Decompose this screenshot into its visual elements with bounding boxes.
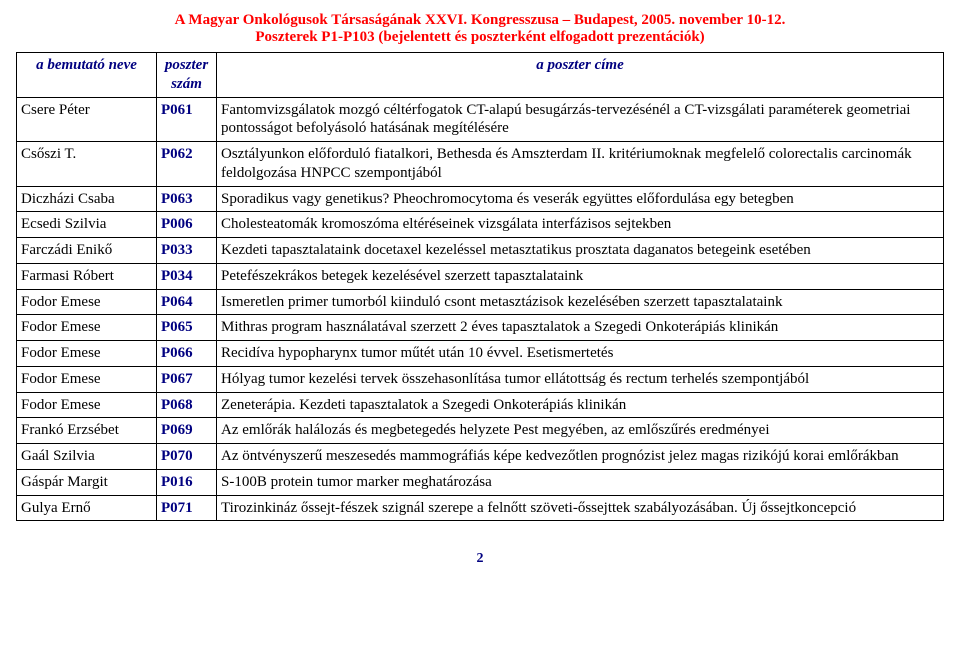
cell-title: Sporadikus vagy genetikus? Pheochromocyt… — [217, 186, 944, 212]
cell-title: Petefészekrákos betegek kezelésével szer… — [217, 263, 944, 289]
table-row: Frankó ErzsébetP069Az emlőrák halálozás … — [17, 418, 944, 444]
cell-presenter: Fodor Emese — [17, 366, 157, 392]
cell-pnum: P067 — [157, 366, 217, 392]
cell-pnum: P066 — [157, 341, 217, 367]
table-row: Fodor EmeseP067Hólyag tumor kezelési ter… — [17, 366, 944, 392]
cell-presenter: Farmasi Róbert — [17, 263, 157, 289]
cell-title: Az emlőrák halálozás és megbetegedés hel… — [217, 418, 944, 444]
cell-title: S-100B protein tumor marker meghatározás… — [217, 469, 944, 495]
table-row: Fodor EmeseP064Ismeretlen primer tumorbó… — [17, 289, 944, 315]
col-pnum: poszter szám — [157, 53, 217, 98]
cell-title: Cholesteatomák kromoszóma eltéréseinek v… — [217, 212, 944, 238]
page-number: 2 — [16, 551, 944, 567]
cell-pnum: P071 — [157, 495, 217, 521]
table-row: Farczádi EnikőP033Kezdeti tapasztalatain… — [17, 238, 944, 264]
table-row: Csőszi T.P062Osztályunkon előforduló fia… — [17, 142, 944, 187]
col-title: a poszter címe — [217, 53, 944, 98]
cell-presenter: Frankó Erzsébet — [17, 418, 157, 444]
header-line-1: A Magyar Onkológusok Társaságának XXVI. … — [16, 12, 944, 29]
cell-pnum: P062 — [157, 142, 217, 187]
table-row: Farmasi RóbertP034Petefészekrákos betege… — [17, 263, 944, 289]
cell-presenter: Ecsedi Szilvia — [17, 212, 157, 238]
col-presenter: a bemutató neve — [17, 53, 157, 98]
cell-title: Ismeretlen primer tumorból kiinduló cson… — [217, 289, 944, 315]
cell-pnum: P016 — [157, 469, 217, 495]
cell-presenter: Fodor Emese — [17, 392, 157, 418]
cell-presenter: Gulya Ernő — [17, 495, 157, 521]
cell-pnum: P061 — [157, 97, 217, 142]
cell-pnum: P033 — [157, 238, 217, 264]
cell-presenter: Csőszi T. — [17, 142, 157, 187]
table-row: Gulya ErnőP071Tirozinkináz őssejt-fészek… — [17, 495, 944, 521]
cell-pnum: P034 — [157, 263, 217, 289]
cell-presenter: Farczádi Enikő — [17, 238, 157, 264]
cell-title: Zeneterápia. Kezdeti tapasztalatok a Sze… — [217, 392, 944, 418]
cell-pnum: P069 — [157, 418, 217, 444]
cell-title: Kezdeti tapasztalataink docetaxel kezelé… — [217, 238, 944, 264]
cell-pnum: P070 — [157, 444, 217, 470]
cell-title: Mithras program használatával szerzett 2… — [217, 315, 944, 341]
header-line-2: Poszterek P1-P103 (bejelentett és poszte… — [16, 29, 944, 46]
cell-presenter: Fodor Emese — [17, 315, 157, 341]
table-row: Fodor EmeseP068Zeneterápia. Kezdeti tapa… — [17, 392, 944, 418]
page-header: A Magyar Onkológusok Társaságának XXVI. … — [16, 12, 944, 46]
cell-pnum: P064 — [157, 289, 217, 315]
table-row: Ecsedi SzilviaP006Cholesteatomák kromosz… — [17, 212, 944, 238]
table-row: Diczházi CsabaP063Sporadikus vagy geneti… — [17, 186, 944, 212]
table-header-row: a bemutató neve poszter szám a poszter c… — [17, 53, 944, 98]
cell-presenter: Gaál Szilvia — [17, 444, 157, 470]
table-row: Csere PéterP061Fantomvizsgálatok mozgó c… — [17, 97, 944, 142]
table-row: Gaál SzilviaP070Az öntvényszerű meszesed… — [17, 444, 944, 470]
table-row: Gáspár MargitP016S-100B protein tumor ma… — [17, 469, 944, 495]
cell-pnum: P006 — [157, 212, 217, 238]
cell-presenter: Gáspár Margit — [17, 469, 157, 495]
cell-title: Az öntvényszerű meszesedés mammográfiás … — [217, 444, 944, 470]
cell-pnum: P063 — [157, 186, 217, 212]
table-row: Fodor EmeseP065Mithras program használat… — [17, 315, 944, 341]
cell-title: Recidíva hypopharynx tumor műtét után 10… — [217, 341, 944, 367]
cell-title: Tirozinkináz őssejt-fészek szignál szere… — [217, 495, 944, 521]
cell-presenter: Fodor Emese — [17, 289, 157, 315]
cell-presenter: Diczházi Csaba — [17, 186, 157, 212]
table-row: Fodor EmeseP066Recidíva hypopharynx tumo… — [17, 341, 944, 367]
poster-table: a bemutató neve poszter szám a poszter c… — [16, 52, 944, 521]
cell-title: Fantomvizsgálatok mozgó céltérfogatok CT… — [217, 97, 944, 142]
cell-pnum: P068 — [157, 392, 217, 418]
cell-title: Osztályunkon előforduló fiatalkori, Beth… — [217, 142, 944, 187]
cell-title: Hólyag tumor kezelési tervek összehasonl… — [217, 366, 944, 392]
cell-presenter: Fodor Emese — [17, 341, 157, 367]
cell-presenter: Csere Péter — [17, 97, 157, 142]
cell-pnum: P065 — [157, 315, 217, 341]
